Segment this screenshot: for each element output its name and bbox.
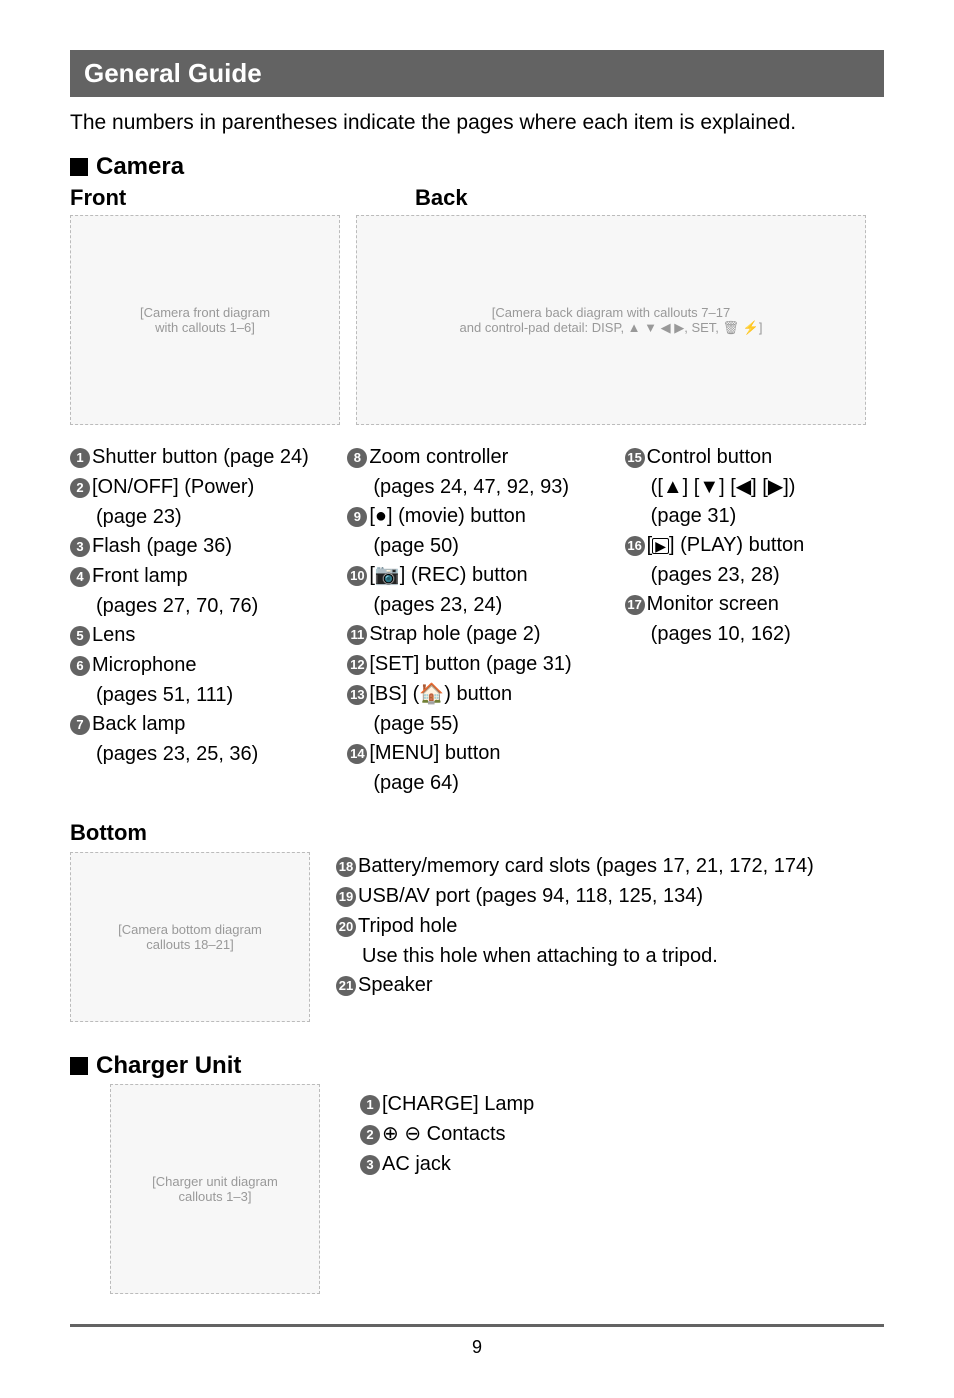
- legend-subtext: (pages 27, 70, 76): [70, 592, 329, 621]
- callout-number: 9: [347, 507, 367, 527]
- legend-subtext: (page 55): [347, 710, 606, 739]
- legend-text: Microphone: [92, 654, 197, 676]
- legend-text: AC jack: [382, 1153, 451, 1175]
- charger-legend: 1[CHARGE] Lamp 2⊕ ⊖ Contacts 3AC jack: [360, 1084, 534, 1180]
- legend-subtext: Use this hole when attaching to a tripod…: [336, 942, 884, 971]
- legend-text: Back lamp: [92, 713, 185, 735]
- legend-text: Flash (page 36): [92, 535, 232, 557]
- bullet-square-icon: [70, 1057, 88, 1075]
- callout-number: 21: [336, 976, 356, 996]
- legend-subtext-arrows: ([▲] [▼] [◀] [▶]): [625, 473, 884, 502]
- callout-number: 8: [347, 448, 367, 468]
- bullet-square-icon: [70, 158, 88, 176]
- callout-number: 7: [70, 715, 90, 735]
- legend-text: Speaker: [358, 974, 433, 996]
- callout-number: 19: [336, 887, 356, 907]
- legend-text: [CHARGE] Lamp: [382, 1093, 534, 1115]
- legend-column-2: 8Zoom controller (pages 24, 47, 92, 93) …: [347, 443, 606, 798]
- callout-number: 1: [360, 1095, 380, 1115]
- diagram-placeholder-text: [Charger unit diagram callouts 1–3]: [152, 1174, 278, 1204]
- callout-number: 6: [70, 656, 90, 676]
- camera-bottom-diagram: [Camera bottom diagram callouts 18–21]: [70, 852, 310, 1022]
- callout-number: 15: [625, 448, 645, 468]
- page-footer: 9: [70, 1324, 884, 1358]
- legend-subtext: (pages 23, 24): [347, 591, 606, 620]
- bottom-legend: 18Battery/memory card slots (pages 17, 2…: [336, 852, 884, 1001]
- front-label: Front: [70, 185, 415, 211]
- legend-subtext: (pages 10, 162): [625, 620, 884, 649]
- callout-number: 17: [625, 595, 645, 615]
- legend-text: Zoom controller: [369, 446, 508, 468]
- callout-number: 12: [347, 655, 367, 675]
- legend-text: [📷] (REC) button: [369, 564, 527, 586]
- diagram-placeholder-text: [Camera bottom diagram callouts 18–21]: [118, 922, 262, 952]
- legend-text: [●] (movie) button: [369, 505, 526, 527]
- diagram-placeholder-text: [Camera back diagram with callouts 7–17 …: [460, 305, 763, 336]
- callout-number: 2: [70, 478, 90, 498]
- intro-text: The numbers in parentheses indicate the …: [70, 111, 884, 135]
- callout-number: 16: [625, 536, 645, 556]
- charger-subsection-label: Charger Unit: [96, 1052, 241, 1080]
- legend-subtext: (pages 23, 25, 36): [70, 740, 329, 769]
- legend-subtext: (pages 51, 111): [70, 681, 329, 710]
- callout-number: 3: [360, 1155, 380, 1175]
- callout-number: 2: [360, 1125, 380, 1145]
- legend-text: ⊕ ⊖ Contacts: [382, 1123, 506, 1145]
- charger-diagram: [Charger unit diagram callouts 1–3]: [110, 1084, 320, 1294]
- callout-number: 14: [347, 744, 367, 764]
- callout-number: 10: [347, 566, 367, 586]
- back-label: Back: [415, 185, 468, 211]
- legend-text: Monitor screen: [647, 593, 779, 615]
- legend-text: USB/AV port (pages 94, 118, 125, 134): [358, 885, 703, 907]
- callout-number: 3: [70, 537, 90, 557]
- legend-subtext: (page 23): [70, 503, 329, 532]
- legend-text: Front lamp: [92, 565, 188, 587]
- callout-number: 13: [347, 685, 367, 705]
- callout-number: 1: [70, 448, 90, 468]
- play-icon: ▶: [652, 538, 669, 554]
- legend-text: [▶] (PLAY) button: [647, 534, 805, 556]
- camera-front-diagram: [Camera front diagram with callouts 1–6]: [70, 215, 340, 425]
- camera-legend: 1Shutter button (page 24) 2[ON/OFF] (Pow…: [70, 443, 884, 798]
- legend-subtext: (pages 24, 47, 92, 93): [347, 473, 606, 502]
- legend-column-1: 1Shutter button (page 24) 2[ON/OFF] (Pow…: [70, 443, 329, 798]
- legend-text: [ON/OFF] (Power): [92, 476, 254, 498]
- section-header: General Guide: [70, 50, 884, 97]
- legend-text: Battery/memory card slots (pages 17, 21,…: [358, 855, 814, 877]
- legend-subtext: (pages 23, 28): [625, 561, 884, 590]
- legend-text: Control button: [647, 446, 773, 468]
- legend-subtext: (page 64): [347, 769, 606, 798]
- charger-subsection-heading: Charger Unit: [70, 1052, 884, 1080]
- best-shot-icon: 🏠: [419, 683, 444, 705]
- callout-number: 18: [336, 857, 356, 877]
- callout-number: 4: [70, 567, 90, 587]
- legend-subtext: (page 50): [347, 532, 606, 561]
- camera-back-diagram: [Camera back diagram with callouts 7–17 …: [356, 215, 866, 425]
- legend-text: Strap hole (page 2): [369, 623, 540, 645]
- legend-text: Tripod hole: [358, 915, 457, 937]
- callout-number: 11: [347, 625, 367, 645]
- legend-subtext: (page 31): [625, 502, 884, 531]
- bottom-title: Bottom: [70, 820, 884, 846]
- legend-text: [BS] (🏠) button: [369, 683, 512, 705]
- legend-text: [MENU] button: [369, 742, 500, 764]
- legend-text: Shutter button (page 24): [92, 446, 309, 468]
- legend-text: Lens: [92, 624, 135, 646]
- camera-icon: 📷: [375, 564, 400, 586]
- diagram-placeholder-text: [Camera front diagram with callouts 1–6]: [140, 305, 270, 335]
- callout-number: 5: [70, 626, 90, 646]
- camera-subsection-heading: Camera: [70, 153, 884, 181]
- legend-column-3: 15Control button ([▲] [▼] [◀] [▶]) (page…: [625, 443, 884, 798]
- legend-text: [SET] button (page 31): [369, 653, 571, 675]
- callout-number: 20: [336, 917, 356, 937]
- page-number: 9: [472, 1337, 482, 1357]
- camera-subsection-label: Camera: [96, 153, 184, 181]
